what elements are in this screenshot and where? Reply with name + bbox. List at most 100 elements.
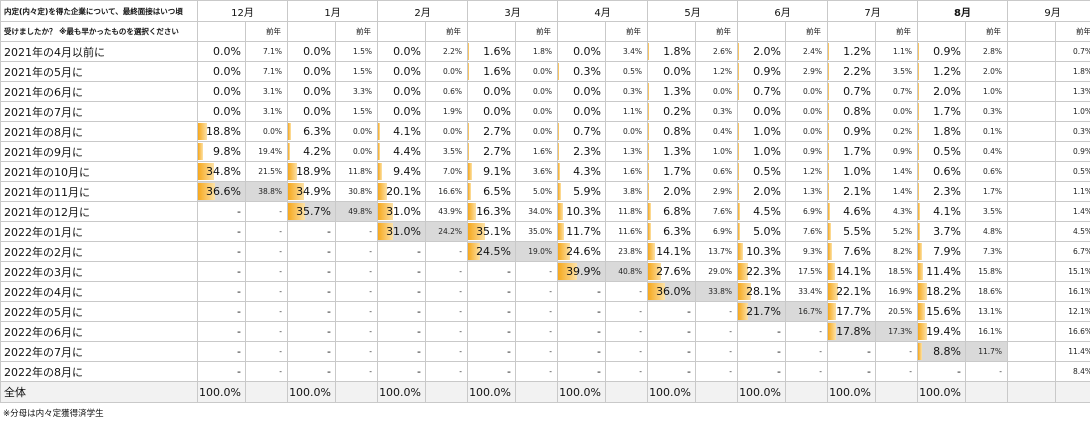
data-bar (828, 243, 832, 260)
prev-year-cell: 11.7% (965, 341, 1009, 362)
data-bar (828, 143, 829, 160)
value-cell: 6.3% (647, 221, 697, 242)
value-text: - (417, 305, 422, 318)
value-cell: 0.0% (467, 81, 517, 102)
prev-year-cell: 0.6% (695, 161, 739, 182)
prev-year-cell: 0.5% (1055, 161, 1090, 182)
value-cell: 4.5% (737, 201, 787, 222)
prev-year-cell: 0.0% (515, 121, 559, 142)
table-row: 2022年の4月に - - - - - - - - - -36.0% 33.8% 28.1% 33.4% 2… (0, 281, 1090, 302)
value-cell: - (197, 221, 246, 242)
value-text: - (327, 305, 332, 318)
value-text: 0.0% (393, 45, 422, 58)
total-prev-cell (785, 381, 829, 403)
data-bar (918, 283, 927, 300)
value-cell: 7.6% (827, 241, 877, 262)
prev-year-cell: 13.1% (965, 301, 1009, 322)
value-cell: 0.9% (827, 121, 877, 142)
value-cell: 10.3% (737, 241, 787, 262)
prev-year-cell: 1.1% (605, 101, 649, 122)
value-text: 0.0% (393, 105, 422, 118)
data-bar (468, 43, 469, 60)
value-text: - (327, 225, 332, 238)
prev-year-cell: 2.0% (965, 61, 1009, 82)
prev-year-cell: 1.4% (875, 181, 919, 202)
value-cell: 27.6% (647, 261, 697, 282)
prev-year-header: 前年 (335, 21, 379, 42)
prev-year-cell: 0.0% (695, 81, 739, 102)
prev-year-cell: - (515, 361, 559, 382)
prev-year-cell: 6.7% (1055, 241, 1090, 262)
blank-header-cell (557, 21, 607, 42)
blank-header-cell (917, 21, 967, 42)
value-cell: 1.7% (827, 141, 877, 162)
prev-year-cell: 0.0% (515, 101, 559, 122)
value-text: 2.2% (843, 65, 872, 78)
prev-year-cell: 3.4% (605, 41, 649, 62)
prev-year-cell: - (244, 321, 289, 342)
value-cell (1007, 241, 1057, 262)
value-cell (1007, 61, 1057, 82)
value-text: - (327, 285, 332, 298)
value-text: 6.3% (663, 225, 692, 238)
value-text: 0.2% (663, 105, 692, 118)
value-cell: 24.6% (557, 241, 607, 262)
value-text: 6.3% (303, 125, 332, 138)
data-bar (918, 183, 920, 200)
prev-year-cell: - (425, 241, 469, 262)
value-cell: - (557, 301, 607, 322)
value-text: 1.3% (663, 85, 692, 98)
prev-year-cell: - (785, 361, 829, 382)
data-bar (828, 323, 837, 340)
table-title-line2: 受けましたか？ ※最も早かったものを選択ください (0, 21, 198, 42)
value-cell: 35.1% (467, 221, 517, 242)
value-cell: - (467, 321, 517, 342)
value-cell: 0.5% (737, 161, 787, 182)
table-row: 2022年の7月に - - - - - - - - - - - - - - - -8.8% 11.7% 11.4% (0, 341, 1090, 362)
value-cell: 2.0% (737, 41, 787, 62)
value-cell (1007, 41, 1057, 62)
prev-year-cell: 0.7% (875, 81, 919, 102)
prev-year-cell: 0.5% (605, 61, 649, 82)
prev-year-cell: 1.1% (1055, 181, 1090, 202)
prev-year-cell: 4.8% (965, 221, 1009, 242)
prev-year-header: 前年 (605, 21, 649, 42)
value-cell: - (377, 281, 427, 302)
value-text: 24.5% (476, 245, 512, 258)
total-prev-cell (244, 381, 289, 403)
value-text: - (327, 345, 332, 358)
prev-year-cell: 2.6% (695, 41, 739, 62)
total-value: 100.0% (467, 381, 517, 403)
total-value: 100.0% (287, 381, 337, 403)
data-bar (558, 203, 563, 220)
prev-year-cell: 0.7% (1055, 41, 1090, 62)
prev-year-header: 前年 (875, 21, 919, 42)
value-text: 0.5% (933, 145, 962, 158)
prev-year-cell: - (695, 301, 739, 322)
value-cell: 0.0% (647, 61, 697, 82)
prev-year-cell: 17.3% (875, 321, 919, 342)
prev-year-cell: - (335, 341, 379, 362)
value-text: 1.3% (663, 145, 692, 158)
value-cell: 1.3% (647, 141, 697, 162)
data-bar (828, 43, 829, 60)
value-cell: 31.0% (377, 201, 427, 222)
prev-year-cell: 5.2% (875, 221, 919, 242)
row-label: 2021年の10月に (0, 161, 198, 182)
value-text: 5.0% (753, 225, 782, 238)
prev-year-cell: - (425, 341, 469, 362)
prev-year-cell: - (695, 361, 739, 382)
prev-year-cell: 1.0% (965, 81, 1009, 102)
data-bar (468, 123, 470, 140)
value-cell: 36.0% (647, 281, 697, 302)
value-cell: 0.0% (197, 61, 246, 82)
value-text: 5.5% (843, 225, 872, 238)
data-bar (738, 203, 741, 220)
value-cell: 14.1% (647, 241, 697, 262)
value-text: - (507, 325, 512, 338)
prev-year-cell: 3.1% (244, 101, 289, 122)
prev-year-cell: - (515, 281, 559, 302)
prev-year-cell: 1.8% (515, 41, 559, 62)
value-cell: 2.3% (557, 141, 607, 162)
prev-year-header: 前年 (1055, 21, 1090, 42)
